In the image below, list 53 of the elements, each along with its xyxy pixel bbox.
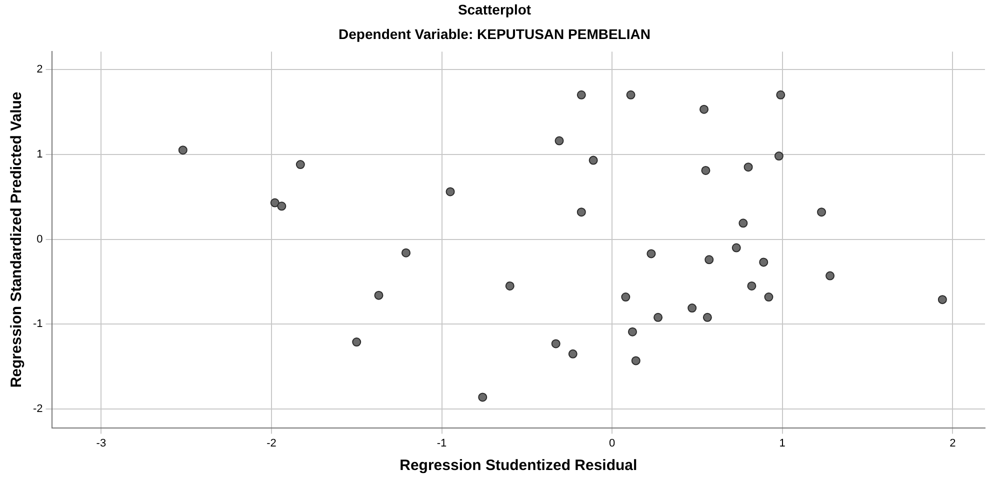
point bbox=[732, 243, 741, 252]
x-axis-title: Regression Studentized Residual bbox=[400, 457, 638, 474]
point bbox=[764, 292, 774, 302]
point bbox=[938, 295, 947, 304]
point bbox=[478, 392, 488, 402]
point bbox=[588, 156, 598, 165]
point bbox=[631, 356, 640, 366]
y-tick-label: 2 bbox=[36, 63, 43, 76]
point bbox=[774, 152, 784, 161]
x-tick-label: 0 bbox=[608, 437, 616, 450]
point bbox=[817, 208, 826, 217]
point bbox=[738, 218, 748, 228]
x-tick-label: -1 bbox=[436, 437, 447, 450]
point bbox=[576, 208, 586, 217]
point bbox=[505, 281, 514, 290]
x-tick-label: -2 bbox=[266, 437, 276, 450]
point bbox=[626, 90, 636, 100]
point bbox=[621, 292, 630, 302]
point bbox=[700, 104, 709, 114]
x-tick-label: 2 bbox=[950, 437, 956, 450]
point bbox=[628, 327, 637, 336]
point bbox=[178, 146, 188, 155]
point bbox=[576, 90, 586, 100]
point bbox=[688, 304, 697, 313]
y-tick-label: -1 bbox=[33, 318, 43, 330]
point bbox=[744, 162, 753, 172]
point bbox=[776, 90, 786, 100]
point bbox=[704, 255, 714, 264]
point bbox=[296, 160, 305, 170]
x-tick-label: -3 bbox=[96, 437, 106, 450]
point bbox=[277, 202, 286, 211]
x-tick-label: 1 bbox=[779, 437, 786, 450]
point bbox=[568, 349, 578, 358]
y-axis-title: Regression Standardized Predicted Value bbox=[8, 92, 26, 388]
point bbox=[646, 249, 656, 258]
point bbox=[759, 258, 768, 267]
point bbox=[270, 198, 280, 208]
point bbox=[826, 271, 835, 280]
point bbox=[352, 338, 362, 347]
y-tick-label: 0 bbox=[36, 233, 43, 246]
point bbox=[702, 312, 712, 322]
y-tick-label: -2 bbox=[33, 403, 43, 416]
point bbox=[446, 187, 455, 196]
chart-title: Scatterplot bbox=[458, 1, 532, 18]
chart-subtitle: Dependent Variable: KEPUTUSAN PEMBELIAN bbox=[338, 26, 650, 42]
point bbox=[551, 339, 560, 348]
y-tick-label: 1 bbox=[36, 148, 43, 160]
point bbox=[401, 248, 410, 258]
point bbox=[374, 290, 384, 300]
point bbox=[654, 312, 663, 322]
point bbox=[701, 166, 710, 175]
point bbox=[554, 136, 564, 146]
point bbox=[747, 281, 756, 290]
